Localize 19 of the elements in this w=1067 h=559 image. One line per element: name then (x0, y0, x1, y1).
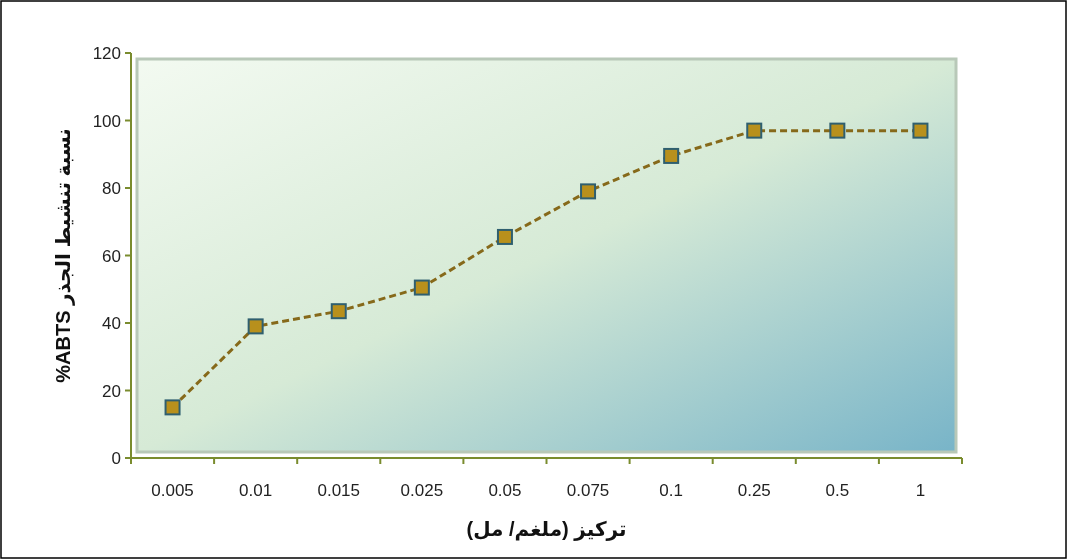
y-tick-label: 80 (102, 179, 121, 198)
y-tick-label: 20 (102, 381, 121, 401)
x-tick-label: 0.015 (317, 481, 361, 500)
y-tick-label: 0 (111, 449, 121, 468)
x-tick-label: 1 (915, 481, 926, 500)
y-tick-label: 40 (102, 314, 121, 333)
y-tick-label: 100 (92, 111, 121, 131)
x-axis-title: تركيز (ملغم/ مل) (466, 518, 627, 541)
y-axis-title: نسبة تنشيط الجذر ABTS% (52, 128, 75, 383)
x-tick-label: 0.01 (239, 481, 273, 500)
x-tick-label: 0.025 (400, 481, 444, 500)
y-tick-label: 60 (102, 246, 121, 266)
x-tick-label: 0.5 (825, 481, 850, 500)
x-tick-label: 0.05 (488, 481, 522, 500)
x-tick-label: 0.075 (566, 481, 610, 500)
x-tick-label: 0.25 (737, 481, 771, 500)
y-tick-label: 120 (92, 44, 121, 63)
x-tick-label: 0.005 (151, 481, 194, 500)
x-tick-label: 0.1 (659, 481, 683, 500)
